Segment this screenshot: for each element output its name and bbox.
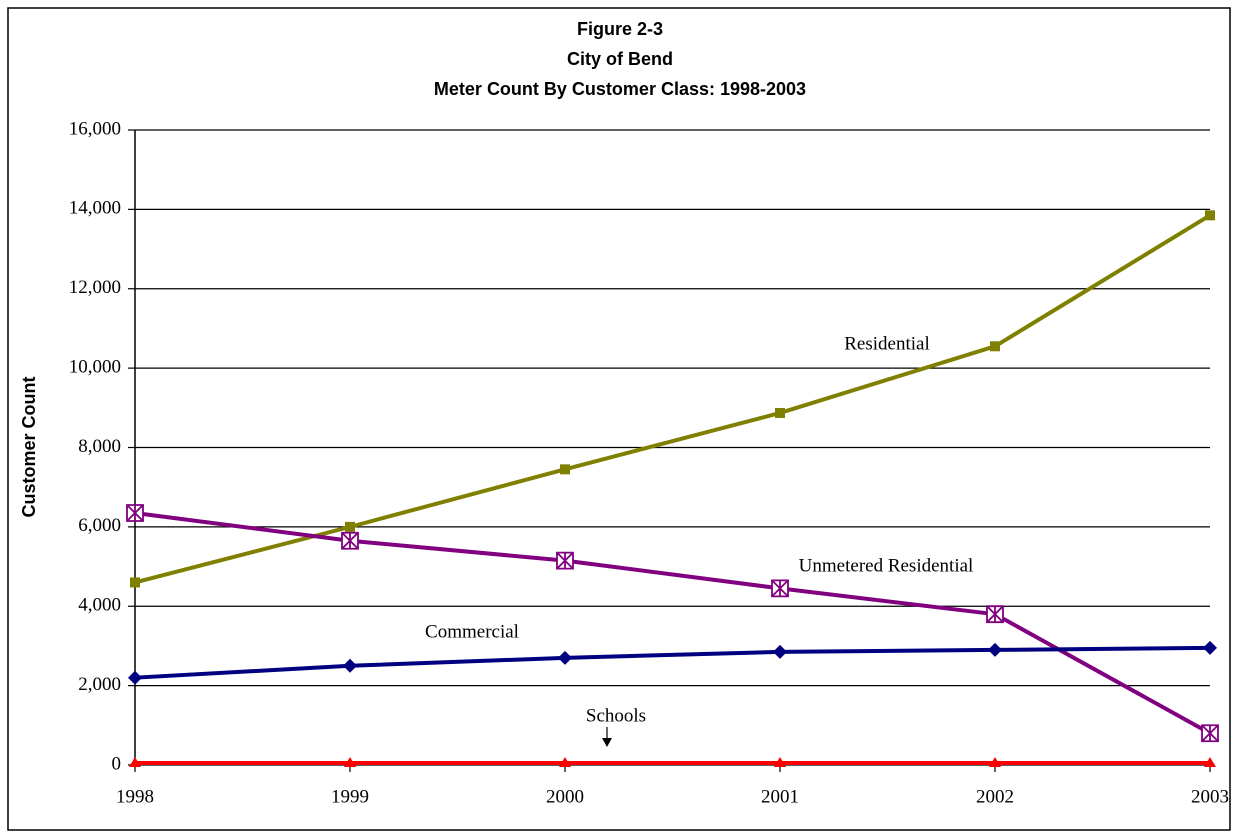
x-tick-label: 1998 <box>116 786 154 807</box>
marker <box>343 658 357 673</box>
series-line <box>134 511 1211 735</box>
marker <box>986 605 1004 624</box>
marker <box>1204 757 1216 768</box>
chart-frame <box>7 7 1231 831</box>
series-annotation: Commercial <box>425 621 519 642</box>
marker <box>558 650 572 665</box>
x-tick-label: 1999 <box>331 786 369 807</box>
y-tick-label: 14,000 <box>69 198 121 219</box>
marker <box>771 579 789 598</box>
y-axis-label: Customer Count <box>19 377 39 518</box>
marker <box>126 504 144 522</box>
y-tick-label: 0 <box>112 753 122 774</box>
series-annotation: Unmetered Residential <box>799 555 974 576</box>
x-tick-label: 2002 <box>976 786 1014 807</box>
marker <box>128 670 142 685</box>
y-tick-label: 4,000 <box>78 595 121 616</box>
x-tick-label: 2000 <box>546 786 584 807</box>
marker <box>560 464 570 475</box>
y-tick-label: 2,000 <box>78 674 121 695</box>
chart-title: Meter Count By Customer Class: 1998-2003 <box>434 79 806 99</box>
marker <box>774 757 786 768</box>
series-line <box>134 645 1211 680</box>
y-tick-label: 8,000 <box>78 436 121 457</box>
y-tick-label: 16,000 <box>69 118 121 139</box>
marker <box>345 521 355 532</box>
y-tick-label: 6,000 <box>78 515 121 536</box>
annotation-arrowhead <box>602 738 612 747</box>
marker <box>130 577 140 588</box>
marker <box>556 551 574 570</box>
marker <box>1203 640 1217 655</box>
marker <box>559 757 571 768</box>
chart-title: Figure 2-3 <box>577 19 663 39</box>
y-tick-label: 12,000 <box>69 277 121 298</box>
series-annotation: Schools <box>586 705 646 726</box>
marker <box>990 341 1000 352</box>
x-tick-label: 2003 <box>1191 786 1229 807</box>
x-tick-label: 2001 <box>761 786 799 807</box>
marker <box>775 407 785 418</box>
marker <box>988 642 1002 657</box>
marker <box>341 531 359 550</box>
marker <box>344 757 356 768</box>
marker <box>1205 210 1215 221</box>
marker <box>989 757 1001 768</box>
marker <box>1201 724 1219 743</box>
chart-title: City of Bend <box>567 49 673 69</box>
y-tick-label: 10,000 <box>69 356 121 377</box>
marker <box>129 757 141 768</box>
series-annotation: Residential <box>844 333 929 354</box>
marker <box>773 644 787 659</box>
